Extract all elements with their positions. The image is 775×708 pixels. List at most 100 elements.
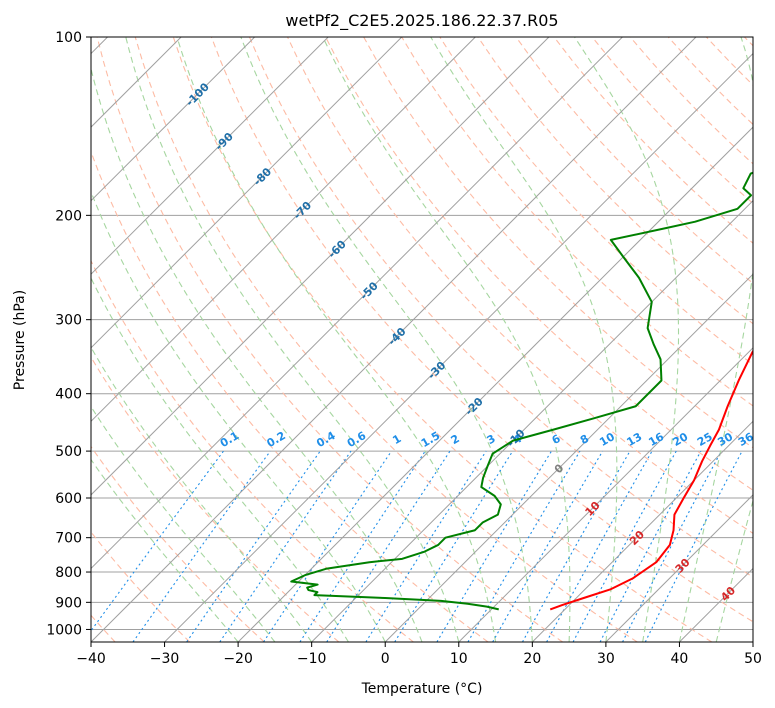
isotherm-line: [311, 199, 753, 642]
isotherm-line: [91, 37, 697, 642]
dry-adiabat-line: [248, 37, 753, 578]
isotherm-line: [679, 567, 753, 642]
dry-adiabat-line: [667, 37, 753, 126]
y-tick-label: 700: [55, 531, 82, 547]
mixing-ratio-line: [91, 450, 224, 632]
x-axis: −40 −30 −20 −10 0 10 20 30 40 50: [76, 642, 762, 667]
isotherm-label: -100: [183, 80, 212, 109]
dry-adiabat-line: [287, 37, 753, 534]
dry-adiabat-line: [96, 37, 563, 642]
isotherm-line: [91, 37, 623, 570]
isotherm-line: [91, 37, 550, 496]
chart-title: wetPf2_C2E5.2025.186.22.37.R05: [285, 11, 558, 31]
mixing-ratio-line: [467, 450, 581, 642]
mixing-ratio-label: 8: [578, 432, 591, 447]
mixing-ratio-line: [394, 450, 514, 642]
mixing-ratio-label: 13: [624, 430, 644, 449]
isotherm-line: [531, 420, 753, 642]
mixing-ratio-label: 0.2: [265, 429, 288, 450]
moist-adiabat-line: [430, 37, 618, 642]
mixing-ratio-label: 1: [390, 432, 403, 447]
isotherm-line: [752, 641, 753, 642]
isotherm-line: [91, 37, 256, 202]
mixing-ratio-line: [326, 450, 451, 642]
mixing-ratio-line: [521, 450, 631, 642]
mixing-ratio-label: 0.1: [218, 429, 241, 450]
x-tick-label: −30: [150, 651, 180, 667]
dry-adiabat-line: [91, 259, 414, 642]
y-axis-title: Pressure (hPa): [12, 290, 28, 390]
y-tick-label: 300: [55, 313, 82, 329]
isotherm-line: [91, 37, 476, 423]
dry-adiabat-line: [591, 37, 753, 205]
y-axis: 100 200 300 400 500 600 700 800 900 1000: [46, 30, 91, 638]
mixing-ratio-label: 25: [695, 430, 715, 449]
x-tick-label: −20: [223, 651, 253, 667]
isotherm-line: [384, 273, 753, 642]
isotherm-line: [458, 347, 753, 642]
dry-adiabat-line: [210, 37, 753, 623]
moist-adiabat-line: [91, 458, 239, 642]
mixing-ratio-label: 6: [550, 432, 563, 447]
moist-adiabat-line: [678, 37, 753, 642]
dry-adiabat-line: [515, 37, 753, 284]
y-tick-label: 900: [55, 595, 82, 611]
isotherm-line: [237, 126, 753, 642]
mixing-ratio-line: [365, 450, 487, 642]
y-tick-label: 200: [55, 208, 82, 224]
dry-adiabat-line: [325, 37, 753, 491]
dry-adiabat-line: [91, 356, 340, 642]
dry-adiabat-line: [744, 37, 753, 47]
x-tick-label: 10: [450, 651, 468, 667]
x-tick-label: 40: [671, 651, 689, 667]
plot-frame: [90, 36, 754, 643]
dewpoint-line: [290, 171, 753, 611]
moist-adiabat-line: [91, 346, 313, 642]
x-tick-label: −10: [297, 651, 327, 667]
y-tick-label: 800: [55, 565, 82, 581]
dry-adiabat-line: [91, 531, 191, 642]
mixing-ratio-line: [572, 450, 677, 642]
y-tick-label: 500: [55, 444, 82, 460]
y-tick-label: 400: [55, 387, 82, 403]
mixing-ratio-line: [644, 450, 743, 642]
isotherm-line: [164, 52, 753, 642]
mixing-ratio-label: 36: [736, 430, 756, 449]
mixing-ratio-label: 3: [485, 432, 498, 447]
mixing-ratio-line: [622, 450, 722, 642]
y-tick-label: 100: [55, 30, 82, 46]
temperature-line: [549, 349, 753, 611]
mixing-ratio-line: [219, 450, 352, 642]
x-tick-label: 0: [381, 651, 390, 667]
mixing-ratio-line: [492, 450, 604, 642]
moist-adiabat-line: [91, 190, 386, 642]
moist-adiabat-line: [125, 37, 460, 642]
isotherm-line: [91, 37, 403, 349]
dry-adiabat-line: [172, 37, 713, 642]
moist-adiabat-line: [322, 37, 571, 642]
moist-adiabat-line: [91, 66, 423, 642]
dry-adiabat-line: [705, 37, 753, 86]
isotherm-line: [91, 37, 329, 275]
moist-adiabat-line: [574, 37, 680, 642]
mixing-ratio-label: 16: [646, 430, 666, 449]
isotherm-line: [605, 494, 753, 642]
mixing-ratio-line: [546, 450, 653, 642]
x-axis-title: Temperature (°C): [361, 681, 483, 697]
mixing-ratio-line: [436, 450, 552, 642]
x-tick-label: −40: [76, 651, 106, 667]
mixing-ratio-line: [299, 450, 426, 642]
moist-adiabat-line: [715, 498, 753, 642]
profile-lines: [290, 171, 753, 611]
x-tick-label: 50: [744, 651, 762, 667]
y-tick-label: 600: [55, 491, 82, 507]
moist-adiabat-line: [91, 405, 276, 642]
dry-adiabat-line: [91, 445, 265, 642]
mixing-ratio-label: 2: [449, 432, 462, 447]
y-tick-label: 1000: [46, 622, 82, 638]
moist-adiabat-line: [240, 37, 533, 642]
moist-adiabat-line: [91, 276, 349, 642]
moist-adiabat-line: [176, 37, 497, 642]
mixing-ratio-line: [599, 450, 702, 642]
